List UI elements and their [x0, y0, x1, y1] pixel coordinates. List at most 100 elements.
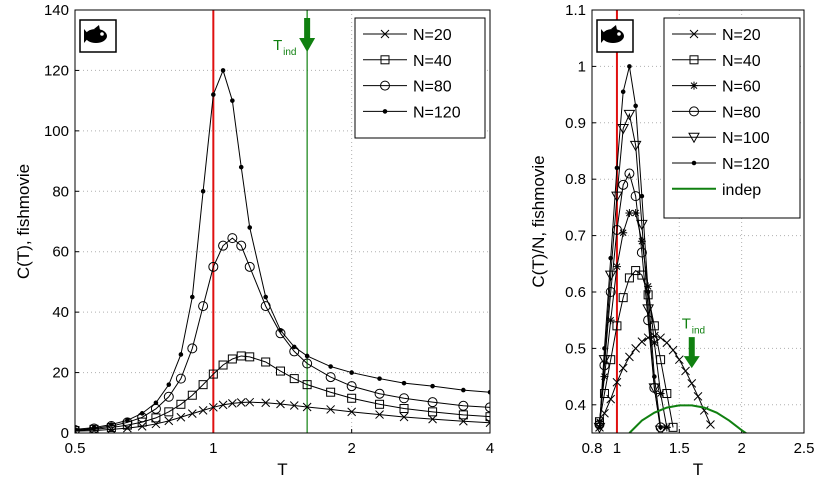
data-point: [631, 209, 640, 218]
data-point: [236, 240, 247, 251]
data-point: [302, 380, 312, 390]
data-point: [637, 337, 647, 346]
arrow-head: [299, 38, 316, 52]
data-point: [612, 321, 622, 331]
data-point: [230, 98, 235, 103]
y-tick-label: 1: [578, 58, 586, 75]
data-point: [125, 418, 130, 423]
x-tick-label: 0.8: [582, 440, 603, 457]
y-axis-label: C(T), fishmovie: [14, 164, 33, 279]
legend-box: [354, 17, 486, 139]
data-point: [600, 372, 609, 381]
y-tick-label: 0.4: [565, 397, 586, 414]
data-point: [399, 393, 410, 404]
data-point: [428, 414, 437, 424]
data-point: [198, 405, 208, 415]
data-point: [658, 425, 663, 430]
data-point: [304, 353, 310, 359]
data-point: [187, 343, 198, 354]
data-point: [238, 164, 244, 170]
data-point: [623, 109, 636, 121]
data-point: [190, 294, 195, 300]
y-tick-label: 0.5: [565, 340, 586, 357]
fish-icon: [596, 19, 634, 53]
data-point: [349, 370, 354, 375]
x-axis-label: T: [693, 460, 703, 479]
legend-label: N=40: [722, 53, 761, 70]
arrow-head: [683, 356, 700, 369]
data-point: [458, 410, 468, 420]
data-point: [458, 400, 469, 411]
data-point: [164, 416, 174, 426]
data-point: [656, 333, 665, 343]
data-point: [211, 92, 216, 97]
data-point: [401, 380, 407, 386]
data-point: [218, 240, 229, 251]
data-point: [227, 354, 237, 364]
data-point: [178, 352, 184, 357]
data-point: [604, 270, 617, 282]
data-point: [198, 380, 208, 390]
data-point: [706, 420, 715, 429]
data-point: [347, 407, 357, 417]
data-point: [375, 410, 384, 419]
data-point: [208, 402, 218, 412]
legend-marker: [689, 55, 699, 65]
data-point: [377, 376, 382, 381]
data-point: [228, 399, 237, 408]
data-point: [227, 233, 238, 244]
data-point: [347, 393, 357, 403]
data-point: [656, 389, 665, 398]
data-point: [693, 391, 703, 401]
y-tick-label: 0.7: [565, 228, 586, 245]
data-point: [645, 289, 651, 295]
data-point: [637, 237, 646, 246]
data-point: [605, 287, 616, 297]
data-point: [399, 412, 409, 422]
data-point: [643, 315, 654, 326]
legend-label: indep: [722, 182, 761, 199]
legend-marker: [380, 29, 390, 39]
y-tick-label: 60: [52, 244, 69, 261]
legend-label: N=120: [413, 104, 461, 121]
data-point: [602, 346, 607, 351]
legend-marker: [688, 132, 700, 144]
data-point: [674, 355, 684, 365]
data-point: [176, 412, 186, 422]
data-point: [375, 399, 385, 409]
data-point: [263, 294, 268, 300]
data-point: [346, 381, 357, 392]
data-point: [175, 373, 186, 384]
plot-frame: [591, 9, 805, 434]
data-point: [648, 383, 661, 394]
data-point: [620, 89, 626, 95]
data-point: [625, 209, 634, 218]
data-point: [166, 382, 172, 387]
y-tick-label: 80: [52, 183, 69, 200]
data-point: [276, 399, 285, 409]
data-point: [612, 262, 621, 271]
data-point: [187, 409, 197, 419]
data-point: [106, 421, 117, 432]
data-point: [485, 412, 490, 422]
y-tick-label: 40: [52, 304, 69, 321]
annotation-subscript: ind: [283, 47, 296, 58]
legend-label: N=80: [413, 79, 452, 96]
data-point: [187, 390, 197, 400]
legend-label: N=120: [722, 156, 770, 173]
data-point: [430, 383, 435, 389]
annotation-text: T: [273, 37, 282, 54]
data-point: [614, 165, 620, 171]
data-point: [625, 352, 634, 362]
legend-marker: [382, 109, 388, 114]
data-point: [624, 168, 635, 179]
arrow-shaft: [304, 18, 311, 40]
legend-label: N=100: [722, 130, 770, 147]
data-point: [612, 377, 622, 387]
annotation-text: T: [682, 316, 691, 333]
data-point: [151, 413, 161, 423]
data-point: [208, 369, 218, 379]
